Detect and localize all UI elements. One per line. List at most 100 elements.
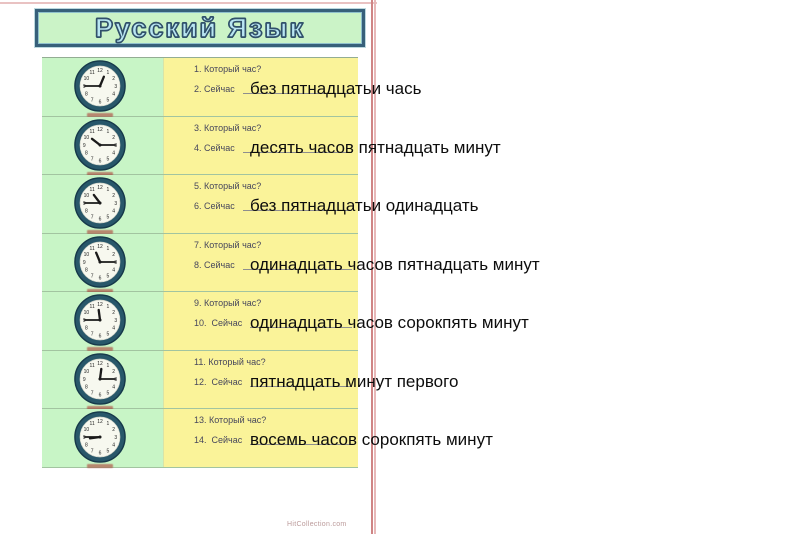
svg-text:10: 10 xyxy=(84,369,90,375)
clock-watermark xyxy=(87,171,113,176)
svg-text:8: 8 xyxy=(85,150,88,156)
svg-text:5: 5 xyxy=(106,390,109,396)
answer-blank-line xyxy=(250,376,352,387)
svg-text:5: 5 xyxy=(106,332,109,338)
worksheet-row: 1 2 3 4 5 6 7 8 9 10 11 12 5. Который час? 6. Сейча… xyxy=(42,175,479,235)
answer-blank-line xyxy=(242,200,352,212)
title-banner: Русский Язык xyxy=(35,9,365,47)
svg-text:6: 6 xyxy=(99,451,102,457)
svg-text:7: 7 xyxy=(91,449,94,455)
question-now-label: 2. Сейчас xyxy=(194,84,235,94)
svg-text:3: 3 xyxy=(114,260,117,266)
page-right-edge-line-light xyxy=(374,0,376,534)
clock-cell: 1 2 3 4 5 6 7 8 9 10 11 12 xyxy=(42,233,163,293)
svg-text:3: 3 xyxy=(114,377,117,383)
svg-text:8: 8 xyxy=(85,267,88,273)
svg-text:7: 7 xyxy=(91,97,94,103)
svg-text:9: 9 xyxy=(83,377,86,383)
clock-watermark xyxy=(87,405,113,410)
worksheet-row: 1 2 3 4 5 6 7 8 9 10 11 12 9. Который час? 10. Сейч… xyxy=(42,292,529,352)
svg-text:3: 3 xyxy=(114,84,117,90)
clock-watermark xyxy=(87,464,113,469)
svg-text:1: 1 xyxy=(106,363,109,369)
typed-answer-text: пятнадцать минут первого xyxy=(250,371,459,391)
svg-text:3: 3 xyxy=(114,318,117,324)
svg-text:5: 5 xyxy=(106,156,109,162)
svg-text:11: 11 xyxy=(90,70,95,76)
clock-cell: 1 2 3 4 5 6 7 8 9 10 11 12 xyxy=(42,116,163,176)
svg-text:10: 10 xyxy=(84,135,90,141)
answer-blank-line xyxy=(250,317,352,329)
svg-text:6: 6 xyxy=(99,392,102,398)
svg-text:12: 12 xyxy=(97,361,103,367)
svg-text:11: 11 xyxy=(90,187,95,193)
svg-text:10: 10 xyxy=(84,310,90,316)
svg-text:10: 10 xyxy=(84,193,90,199)
clock-watermark xyxy=(87,347,113,352)
svg-text:10: 10 xyxy=(84,76,90,82)
typed-answer-text: десять часов пятнадцать минут xyxy=(250,137,501,157)
typed-answer-text: восемь часов сорокпять минут xyxy=(250,430,493,450)
question-now-label: 8. Сейчас xyxy=(194,259,235,270)
svg-text:8: 8 xyxy=(85,443,88,449)
answer-blank-line xyxy=(242,83,352,94)
svg-text:3: 3 xyxy=(114,201,117,207)
svg-text:1: 1 xyxy=(106,187,109,193)
svg-text:9: 9 xyxy=(83,142,86,148)
svg-text:7: 7 xyxy=(91,215,94,221)
svg-text:12: 12 xyxy=(97,127,103,133)
question-cell: 11. Который час? 12. Сейчас xyxy=(163,350,358,409)
svg-text:8: 8 xyxy=(85,92,88,98)
typed-answer-text: без пятнадцатьи одинадцать xyxy=(250,196,479,216)
answer-blank-line xyxy=(250,434,352,446)
svg-text:5: 5 xyxy=(106,273,109,279)
svg-text:4: 4 xyxy=(112,443,115,449)
svg-text:11: 11 xyxy=(90,304,95,310)
question-now-label: 10. Сейчас xyxy=(194,318,243,329)
svg-text:6: 6 xyxy=(99,158,102,164)
svg-text:4: 4 xyxy=(112,150,115,156)
svg-text:12: 12 xyxy=(97,185,103,191)
question-which-time: 7. Который час? xyxy=(194,239,262,250)
footer-watermark: HitCollection.com xyxy=(287,521,347,528)
worksheet-row: 1 2 3 4 5 6 7 8 9 10 11 12 11. Который час? 12. Сей… xyxy=(42,350,458,410)
typed-answer-text: одинадцать часов пятнадцать минут xyxy=(250,254,540,274)
svg-text:5: 5 xyxy=(106,449,109,455)
svg-text:4: 4 xyxy=(112,209,115,215)
svg-text:11: 11 xyxy=(90,363,95,369)
question-now-label: 14. Сейчас xyxy=(194,435,243,446)
question-cell: 3. Который час? 4. Сейчас xyxy=(163,116,358,175)
svg-text:11: 11 xyxy=(90,422,95,428)
clock-watermark xyxy=(87,113,113,117)
answer-blank-line xyxy=(242,142,352,153)
svg-text:12: 12 xyxy=(97,419,103,425)
page-top-edge-line xyxy=(0,2,377,4)
worksheet-row: 1 2 3 4 5 6 7 8 9 10 11 12 13. Который час? 14. Сей… xyxy=(42,409,493,469)
question-which-time: 9. Который час? xyxy=(194,298,262,309)
svg-text:1: 1 xyxy=(106,304,109,310)
svg-text:2: 2 xyxy=(112,76,115,82)
answer-blank-line xyxy=(242,259,352,270)
svg-text:8: 8 xyxy=(85,385,88,391)
clock-cell: 1 2 3 4 5 6 7 8 9 10 11 12 xyxy=(42,350,163,410)
svg-text:6: 6 xyxy=(99,217,102,223)
svg-text:8: 8 xyxy=(85,326,88,332)
question-cell: 5. Который час? 6. Сейчас xyxy=(163,175,358,233)
svg-text:4: 4 xyxy=(112,326,115,332)
svg-text:1: 1 xyxy=(106,70,109,76)
typed-answer-text: без пятнадцатьи чась xyxy=(250,79,422,98)
svg-text:1: 1 xyxy=(106,246,109,252)
clock-cell: 1 2 3 4 5 6 7 8 9 10 11 12 xyxy=(42,409,163,469)
question-now-label: 4. Сейчас xyxy=(194,142,235,153)
question-which-time: 5. Который час? xyxy=(194,181,262,192)
svg-text:3: 3 xyxy=(114,142,117,148)
worksheet-row: 1 2 3 4 5 6 7 8 9 10 11 12 1. Который час? 2. Сейча… xyxy=(42,58,421,117)
clock-cell: 1 2 3 4 5 6 7 8 9 10 11 12 xyxy=(42,175,163,235)
question-cell: 7. Который час? 8. Сейчас xyxy=(163,233,358,292)
svg-text:4: 4 xyxy=(112,385,115,391)
